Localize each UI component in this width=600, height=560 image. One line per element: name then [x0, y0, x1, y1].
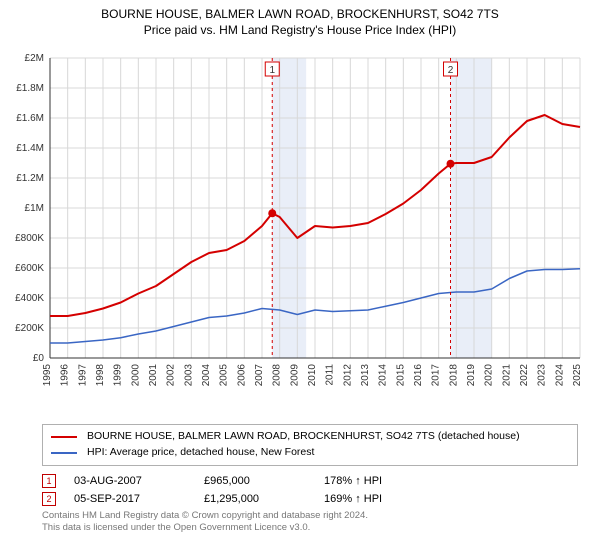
svg-text:1995: 1995: [42, 364, 53, 387]
svg-text:2001: 2001: [148, 364, 159, 387]
sale-marker-box: 2: [42, 492, 56, 506]
svg-text:2025: 2025: [572, 364, 583, 387]
svg-text:£600K: £600K: [15, 263, 44, 274]
svg-text:1996: 1996: [60, 364, 71, 387]
svg-text:2003: 2003: [183, 364, 194, 387]
svg-text:£2M: £2M: [25, 53, 44, 64]
svg-text:2014: 2014: [378, 364, 389, 387]
price-chart: £0 £200K £400K £600K £800K £1M £1.2M £1.4M £1.6M…: [0, 38, 600, 418]
title-line-2: Price paid vs. HM Land Registry's House …: [0, 22, 600, 38]
legend-swatch-property: [51, 436, 77, 438]
sale-pct: 169% ↑ HPI: [324, 493, 382, 505]
svg-text:£1M: £1M: [25, 203, 44, 214]
svg-text:£800K: £800K: [15, 233, 44, 244]
svg-text:2005: 2005: [219, 364, 230, 387]
svg-text:2021: 2021: [501, 364, 512, 387]
svg-text:2017: 2017: [431, 364, 442, 387]
svg-text:2: 2: [448, 65, 454, 76]
legend-label-property: BOURNE HOUSE, BALMER LAWN ROAD, BROCKENH…: [87, 429, 520, 445]
svg-text:£200K: £200K: [15, 323, 44, 334]
footer: Contains HM Land Registry data © Crown c…: [42, 510, 578, 535]
sale-date: 05-SEP-2017: [74, 493, 204, 505]
sale-marker-box: 1: [42, 474, 56, 488]
footer-line-2: This data is licensed under the Open Gov…: [42, 522, 578, 534]
svg-text:2018: 2018: [448, 364, 459, 387]
svg-text:2000: 2000: [130, 364, 141, 387]
svg-text:2015: 2015: [395, 364, 406, 387]
svg-text:2004: 2004: [201, 364, 212, 387]
svg-text:2011: 2011: [325, 364, 336, 386]
legend-swatch-hpi: [51, 452, 77, 454]
svg-text:2012: 2012: [342, 364, 353, 387]
svg-text:£400K: £400K: [15, 293, 44, 304]
svg-text:2006: 2006: [236, 364, 247, 387]
svg-text:1997: 1997: [77, 364, 88, 387]
title-block: BOURNE HOUSE, BALMER LAWN ROAD, BROCKENH…: [0, 0, 600, 38]
svg-text:£1.2M: £1.2M: [16, 173, 44, 184]
footer-line-1: Contains HM Land Registry data © Crown c…: [42, 510, 578, 522]
svg-text:1998: 1998: [95, 364, 106, 387]
svg-text:2002: 2002: [166, 364, 177, 387]
sales-block: 1 03-AUG-2007 £965,000 178% ↑ HPI 2 05-S…: [42, 474, 578, 506]
title-line-1: BOURNE HOUSE, BALMER LAWN ROAD, BROCKENH…: [0, 6, 600, 22]
legend-label-hpi: HPI: Average price, detached house, New …: [87, 445, 314, 461]
svg-text:£1.4M: £1.4M: [16, 143, 44, 154]
sale-row: 2 05-SEP-2017 £1,295,000 169% ↑ HPI: [42, 492, 578, 506]
svg-text:2009: 2009: [289, 364, 300, 387]
sale-pct: 178% ↑ HPI: [324, 475, 382, 487]
svg-text:2023: 2023: [537, 364, 548, 387]
svg-text:£1.8M: £1.8M: [16, 83, 44, 94]
svg-text:2020: 2020: [484, 364, 495, 387]
svg-text:1999: 1999: [113, 364, 124, 387]
sale-price: £1,295,000: [204, 493, 324, 505]
sale-row: 1 03-AUG-2007 £965,000 178% ↑ HPI: [42, 474, 578, 488]
svg-text:1: 1: [269, 65, 275, 76]
legend: BOURNE HOUSE, BALMER LAWN ROAD, BROCKENH…: [42, 424, 578, 466]
sale-price: £965,000: [204, 475, 324, 487]
legend-row-hpi: HPI: Average price, detached house, New …: [51, 445, 569, 461]
svg-text:2007: 2007: [254, 364, 265, 387]
svg-text:£1.6M: £1.6M: [16, 113, 44, 124]
sale-date: 03-AUG-2007: [74, 475, 204, 487]
svg-text:2016: 2016: [413, 364, 424, 387]
legend-row-property: BOURNE HOUSE, BALMER LAWN ROAD, BROCKENH…: [51, 429, 569, 445]
svg-text:£0: £0: [33, 353, 45, 364]
chart-svg: £0 £200K £400K £600K £800K £1M £1.2M £1.4M £1.6M…: [0, 38, 600, 418]
svg-text:2022: 2022: [519, 364, 530, 387]
svg-text:2019: 2019: [466, 364, 477, 387]
svg-text:2008: 2008: [272, 364, 283, 387]
svg-text:2024: 2024: [554, 364, 565, 387]
svg-text:2010: 2010: [307, 364, 318, 387]
svg-text:2013: 2013: [360, 364, 371, 387]
